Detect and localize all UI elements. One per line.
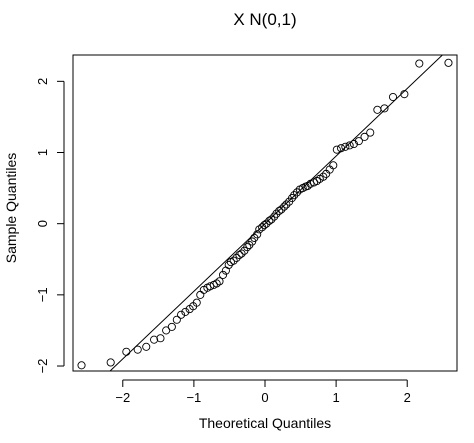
data-point: [303, 181, 312, 191]
data-point: [388, 92, 398, 102]
data-point: [122, 347, 131, 356]
data-point: [312, 176, 321, 186]
chart-title: X N(0,1): [233, 10, 296, 29]
data-point: [150, 335, 159, 344]
x-axis: −2 −1 0 1 2: [115, 379, 411, 405]
x-tick-label: 1: [332, 390, 339, 405]
data-point: [267, 215, 276, 224]
data-point: [380, 104, 389, 113]
data-point: [290, 191, 299, 200]
data-point: [360, 132, 369, 141]
data-point: [229, 256, 238, 265]
data-point: [292, 188, 302, 197]
data-point: [177, 310, 186, 319]
data-point: [345, 141, 354, 150]
y-axis-label: Sample Quantiles: [3, 153, 19, 264]
data-point: [282, 200, 291, 209]
data-point: [167, 322, 176, 331]
data-point: [156, 334, 165, 343]
data-point: [277, 205, 286, 214]
data-point: [232, 253, 241, 262]
y-tick-label: 0: [35, 220, 50, 227]
data-point: [133, 345, 142, 354]
data-point: [272, 209, 281, 218]
data-point: [260, 221, 269, 230]
data-point: [255, 225, 264, 234]
x-axis-label: Theoretical Quantiles: [199, 415, 331, 431]
qq-reference-line: [109, 55, 444, 371]
y-tick-label: 2: [35, 78, 50, 85]
data-point: [332, 145, 341, 154]
y-tick-label: −1: [35, 287, 50, 302]
plot-frame: [72, 54, 458, 372]
data-point: [106, 358, 115, 367]
data-point: [366, 128, 375, 137]
data-point: [341, 142, 350, 151]
data-point: [319, 172, 328, 181]
y-axis: −2 −1 0 1 2: [35, 78, 65, 374]
data-point: [400, 90, 409, 99]
data-point: [235, 250, 244, 260]
x-tick-label: 0: [261, 390, 268, 405]
data-point: [373, 105, 382, 114]
data-point: [415, 59, 424, 68]
data-point: [280, 202, 289, 211]
data-point: [212, 279, 221, 288]
data-point: [349, 139, 358, 149]
data-point: [287, 194, 297, 203]
data-point: [262, 219, 271, 228]
data-point: [329, 161, 338, 170]
y-tick-label: 1: [35, 149, 50, 156]
data-point: [265, 216, 274, 225]
data-point: [162, 326, 171, 335]
data-point: [215, 277, 224, 286]
data-point: [237, 249, 246, 258]
data-point: [444, 58, 453, 67]
x-tick-label: −1: [186, 390, 201, 405]
data-point: [192, 298, 201, 307]
data-point: [181, 307, 190, 316]
data-point: [253, 230, 262, 239]
data-point: [337, 144, 346, 153]
x-tick-label: −2: [115, 390, 130, 405]
data-point: [354, 137, 363, 146]
data-point: [218, 270, 228, 279]
data-point: [243, 243, 252, 252]
data-point: [224, 260, 233, 270]
x-tick-label: 2: [404, 390, 411, 405]
data-point: [196, 290, 205, 299]
data-point: [142, 342, 151, 351]
plot-area: [77, 55, 453, 371]
y-tick-label: −2: [35, 359, 50, 374]
data-point: [172, 315, 181, 324]
data-point: [77, 361, 86, 370]
data-point: [275, 206, 284, 215]
data-point: [270, 212, 279, 221]
